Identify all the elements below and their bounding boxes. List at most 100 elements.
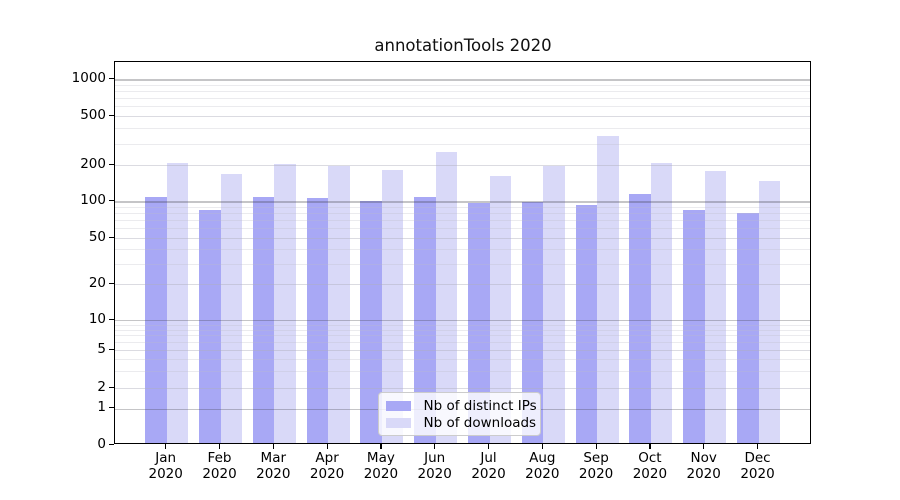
bar-distinct-ips-jul [468,203,490,444]
chart-title: annotationTools 2020 [374,36,552,55]
x-tick-year: 2020 [578,465,614,482]
y-tick-mark-1 [109,407,114,409]
y-tick-mark-100 [109,200,114,202]
y-tick-label-1000: 1000 [71,69,106,86]
x-tick-year: 2020 [632,465,668,482]
x-tick-year: 2020 [417,465,452,482]
y-tick-mark-2 [109,386,114,389]
bar-distinct-ips-oct [629,193,651,444]
x-tick-year: 2020 [363,465,399,482]
legend: Nb of distinct IPs Nb of downloads [377,392,541,436]
y-tick-label-0: 0 [97,435,106,452]
bar-distinct-ips-jan [145,196,167,444]
x-tick-year: 2020 [471,465,506,482]
y-tick-label-50: 50 [88,228,106,245]
x-tick-year: 2020 [686,465,721,482]
x-tick-mark-apr [326,444,328,449]
bar-distinct-ips-feb [199,210,221,444]
x-tick-mark-dec [757,444,759,449]
bar-downloads-may [381,169,404,444]
x-tick-label-mar: Mar 2020 [231,451,315,482]
bar-downloads-apr [328,165,350,444]
x-tick-year: 2020 [525,465,560,482]
x-tick-label-feb: Feb 2020 [178,451,262,482]
x-tick-month: May [366,450,395,467]
y-tick-label-100: 100 [80,192,106,208]
y-tick-label-10: 10 [88,310,106,327]
x-tick-mark-oct [649,444,651,449]
bar-downloads-dec [758,181,780,444]
legend-label-downloads: Nb of downloads [423,414,537,431]
legend-row-distinct-ips: Nb of distinct IPs [385,397,537,414]
x-tick-month: Mar [260,450,287,467]
x-tick-label-jul: Jul 2020 [447,451,531,482]
bar-downloads-jan [166,163,189,444]
y-tick-mark-0 [109,443,114,446]
x-tick-month: Dec [744,450,771,467]
bar-distinct-ips-aug [521,202,544,444]
x-tick-month: Sep [583,450,609,467]
bar-downloads-oct [650,163,673,444]
x-tick-month: Nov [690,450,717,467]
x-tick-label-may: May 2020 [339,451,423,482]
bars-layer [115,62,811,444]
x-tick-mark-may [380,444,382,449]
x-tick-mark-sep [595,444,597,449]
x-tick-mark-feb [219,444,221,449]
bar-distinct-ips-nov [683,210,705,444]
y-tick-mark-20 [109,282,114,284]
bar-distinct-ips-jun [414,197,436,444]
x-tick-month: Jan [155,450,177,467]
bar-distinct-ips-may [360,201,382,444]
x-tick-month: Oct [638,450,662,467]
y-tick-label-500: 500 [80,106,106,123]
x-tick-month: Aug [529,450,556,467]
x-tick-mark-jan [165,444,167,449]
bar-distinct-ips-apr [306,198,329,444]
x-tick-year: 2020 [740,465,775,482]
x-tick-label-aug: Aug 2020 [500,451,584,482]
legend-row-downloads: Nb of downloads [385,414,537,431]
x-tick-month: Feb [207,450,232,467]
y-tick-label-2: 2 [97,378,106,395]
x-tick-label-apr: Apr 2020 [285,451,369,482]
x-tick-month: Jul [480,450,497,467]
legend-label-distinct-ips: Nb of distinct IPs [423,397,537,414]
bar-distinct-ips-mar [252,197,275,444]
y-tick-label-200: 200 [80,156,106,172]
bar-downloads-jun [435,152,458,444]
legend-swatch-distinct-ips [385,400,411,411]
y-tick-mark-10 [109,318,114,320]
y-tick-label-1: 1 [97,399,106,416]
bar-downloads-mar [274,164,296,444]
x-tick-label-dec: Dec 2020 [716,451,800,482]
x-tick-mark-jul [488,444,490,449]
x-tick-year: 2020 [309,465,345,482]
bar-downloads-jul [489,176,511,444]
x-tick-year: 2020 [202,465,237,482]
y-tick-mark-500 [109,114,114,116]
x-tick-label-oct: Oct 2020 [608,451,692,482]
bar-downloads-sep [597,135,619,444]
bar-downloads-feb [220,173,242,444]
x-tick-month: Apr [315,450,339,467]
y-tick-mark-200 [109,164,114,166]
bar-downloads-aug [543,166,565,444]
x-tick-label-nov: Nov 2020 [662,451,746,482]
plot-area [113,60,811,445]
bar-distinct-ips-sep [575,204,598,444]
x-tick-year: 2020 [148,465,183,482]
y-tick-mark-1000 [109,77,114,80]
y-tick-label-20: 20 [88,274,106,291]
x-tick-mark-aug [541,444,544,449]
legend-swatch-downloads [385,417,411,428]
y-tick-mark-50 [109,236,114,238]
bar-downloads-nov [704,171,727,444]
x-tick-label-sep: Sep 2020 [554,451,638,482]
x-tick-mark-jun [434,444,436,449]
x-tick-year: 2020 [256,465,291,482]
x-tick-label-jun: Jun 2020 [393,451,477,482]
x-tick-mark-mar [272,444,275,449]
bar-distinct-ips-dec [737,212,759,444]
